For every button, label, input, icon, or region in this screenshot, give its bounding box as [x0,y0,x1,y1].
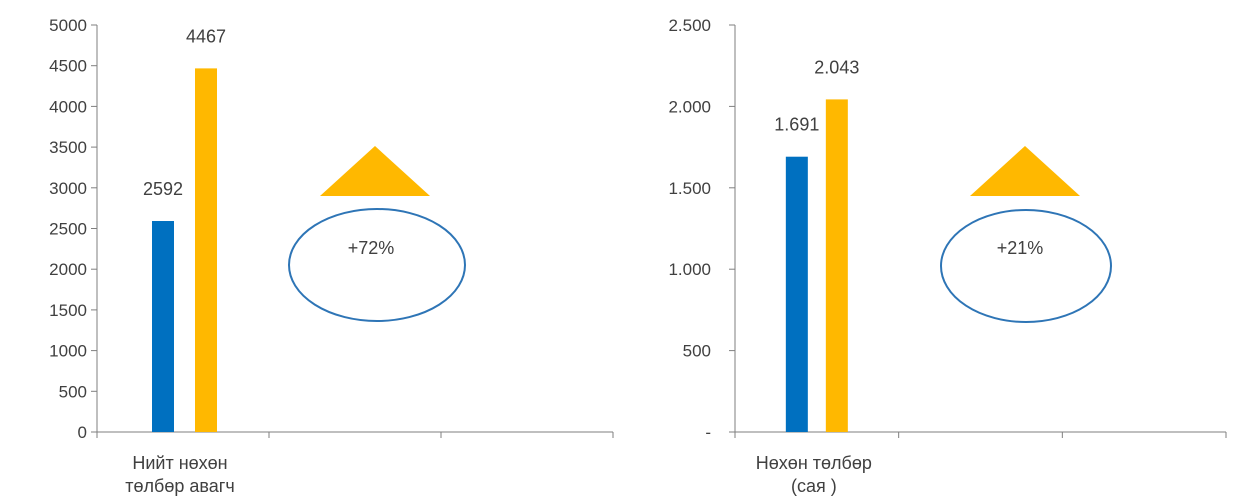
y-tick-label: 4000 [49,97,87,116]
y-tick-label: - [705,423,711,442]
bar-data-label: 2592 [143,179,183,199]
bar-series-1 [152,221,174,432]
y-tick-label: 1500 [49,301,87,320]
bar-series-1 [785,156,808,432]
chart-right: - 500 1.000 1.500 2.000 2.500 1.691 2.043 Нөхөн … [668,16,1227,496]
growth-oval [288,208,466,322]
y-tick-label: 500 [59,382,87,401]
y-tick-label: 3500 [49,138,87,157]
bar-data-label: 4467 [186,26,226,46]
x-category-label: Нөхөн төлбөр [756,453,872,473]
bar-series-2 [195,68,217,432]
y-tick-label: 500 [683,342,711,361]
bar-data-label: 1.691 [774,115,819,135]
y-tick-label: 3000 [49,179,87,198]
y-tick-label: 2.500 [668,16,711,35]
y-tick-label: 4500 [49,57,87,76]
chart-left: 0 500 1000 1500 2000 2500 3000 3500 4000 4500 5000… [49,16,614,496]
growth-oval [940,209,1112,323]
up-triangle-icon [970,146,1080,196]
y-tick-label: 2.000 [668,97,711,116]
y-tick-label: 1.500 [668,179,711,198]
growth-percentage-label: +72% [348,238,395,258]
growth-percentage-label: +21% [997,238,1044,258]
y-tick-label: 1.000 [668,260,711,279]
x-category-label: (сая ) [791,476,837,496]
y-tick-label: 2500 [49,220,87,239]
bar-data-label: 2.043 [814,57,859,77]
x-category-label: төлбөр авагч [125,476,234,496]
bar-series-2 [825,99,848,432]
up-triangle-icon [320,146,430,196]
y-tick-label: 1000 [49,342,87,361]
y-tick-label: 0 [78,423,87,442]
x-category-label: Нийт нөхөн [132,453,227,473]
y-tick-label: 5000 [49,16,87,35]
y-tick-label: 2000 [49,260,87,279]
